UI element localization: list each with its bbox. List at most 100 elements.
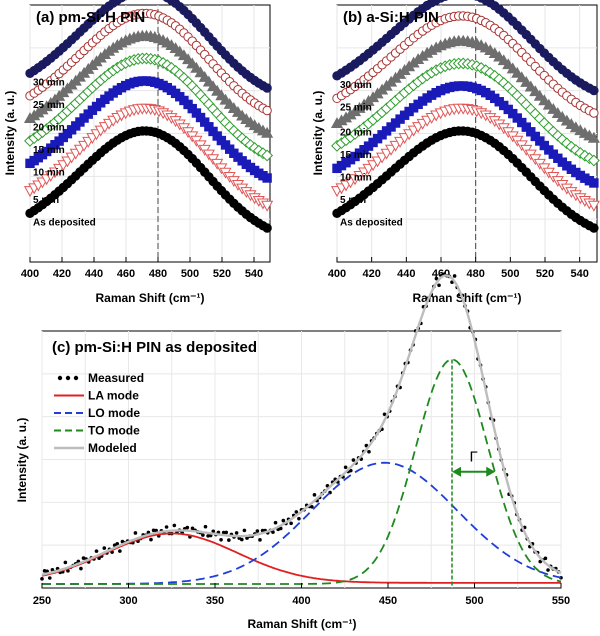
data-point bbox=[589, 108, 599, 118]
x-tick-label: 420 bbox=[53, 268, 71, 280]
data-point bbox=[556, 133, 569, 146]
data-point bbox=[255, 529, 260, 533]
series-as-deposited bbox=[332, 126, 599, 233]
data-point bbox=[164, 525, 169, 529]
panel-a-title: (a) pm-Si:H PIN bbox=[36, 9, 145, 26]
panel-c: Γ (c) pm-Si:H PIN as deposited Measured L… bbox=[15, 272, 570, 631]
data-point bbox=[493, 73, 506, 86]
data-point bbox=[234, 531, 239, 535]
data-point bbox=[190, 526, 195, 531]
series-label: 30 min bbox=[340, 80, 372, 91]
data-point bbox=[546, 568, 550, 572]
legend-item: TO mode bbox=[54, 424, 140, 438]
data-point bbox=[560, 137, 573, 150]
series-label: 20 min bbox=[340, 127, 372, 138]
x-tick-label: 450 bbox=[379, 595, 397, 607]
series-15-min bbox=[24, 52, 274, 162]
panel-b-xlabel: Raman Shift (cm⁻¹) bbox=[412, 291, 521, 305]
data-point bbox=[538, 559, 543, 564]
series-label: 5 min bbox=[340, 195, 366, 206]
series-label: 5 min bbox=[33, 195, 59, 206]
data-point bbox=[221, 530, 226, 535]
data-point bbox=[117, 0, 126, 3]
x-tick-label: 500 bbox=[465, 595, 483, 607]
series-label: As deposited bbox=[33, 217, 96, 228]
panel-c-ticks: 250 300 350 400 450 500 550 bbox=[33, 583, 570, 607]
data-point bbox=[79, 566, 83, 571]
data-point bbox=[589, 85, 599, 96]
data-point bbox=[312, 493, 317, 497]
data-point bbox=[172, 523, 177, 528]
legend-marker bbox=[65, 375, 71, 381]
x-tick-label: 460 bbox=[117, 268, 135, 280]
panel-c-xlabel: Raman Shift (cm⁻¹) bbox=[247, 617, 356, 631]
data-point bbox=[297, 516, 301, 521]
data-point bbox=[133, 531, 138, 535]
x-tick-label: 350 bbox=[206, 595, 224, 607]
x-tick-label: 540 bbox=[570, 268, 588, 280]
series-30-min bbox=[332, 0, 599, 96]
data-point bbox=[118, 549, 122, 553]
x-tick-label: 520 bbox=[536, 268, 554, 280]
data-point bbox=[434, 276, 439, 281]
legend-label: LO mode bbox=[88, 406, 140, 420]
panel-a-ticks: 400 420 440 460 480 500 520 540 bbox=[21, 257, 263, 280]
data-point bbox=[294, 510, 299, 514]
x-tick-label: 400 bbox=[21, 268, 39, 280]
data-point bbox=[325, 483, 330, 488]
data-point bbox=[47, 576, 52, 580]
legend-marker bbox=[57, 375, 63, 381]
data-point bbox=[63, 560, 68, 565]
data-point bbox=[40, 577, 44, 581]
data-point bbox=[201, 533, 205, 537]
series-label: As deposited bbox=[340, 217, 403, 228]
data-point bbox=[115, 542, 120, 546]
data-point bbox=[436, 0, 445, 3]
data-point bbox=[262, 173, 272, 183]
series-label: 15 min bbox=[33, 145, 65, 156]
data-point bbox=[245, 536, 249, 540]
gamma-label: Γ bbox=[470, 449, 478, 466]
data-point bbox=[543, 556, 548, 561]
panel-a-xlabel: Raman Shift (cm⁻¹) bbox=[95, 291, 204, 305]
series-10-min bbox=[25, 76, 272, 183]
series-as-deposited bbox=[25, 126, 272, 233]
legend-item: Modeled bbox=[54, 441, 137, 455]
panel-b-title: (b) a-Si:H PIN bbox=[343, 9, 439, 26]
data-point bbox=[437, 283, 441, 288]
data-point bbox=[271, 530, 275, 534]
data-point bbox=[185, 525, 190, 530]
gamma-arrow-head-right bbox=[486, 466, 496, 477]
data-point bbox=[151, 528, 156, 533]
data-point bbox=[262, 83, 272, 93]
panel-c-title: (c) pm-Si:H PIN as deposited bbox=[52, 339, 257, 356]
data-point bbox=[281, 518, 286, 523]
series-25-min bbox=[25, 8, 272, 116]
legend-item: LA mode bbox=[54, 389, 139, 403]
x-tick-label: 500 bbox=[501, 268, 519, 280]
series-label: 30 min bbox=[33, 77, 65, 88]
series-label: 20 min bbox=[33, 122, 65, 133]
data-point bbox=[343, 465, 348, 470]
x-tick-label: 550 bbox=[552, 595, 570, 607]
series-label: 10 min bbox=[340, 172, 372, 183]
data-point bbox=[224, 530, 229, 535]
data-point bbox=[50, 568, 55, 572]
legend-label: LA mode bbox=[88, 389, 139, 403]
x-tick-label: 540 bbox=[245, 268, 263, 280]
data-point bbox=[587, 131, 600, 143]
panel-c-ylabel: Intensity (a. u.) bbox=[15, 418, 29, 503]
series-label: 10 min bbox=[33, 167, 65, 178]
data-point bbox=[349, 468, 353, 473]
data-point bbox=[587, 200, 600, 212]
data-point bbox=[240, 537, 244, 542]
data-point bbox=[589, 223, 599, 233]
x-tick-label: 480 bbox=[149, 268, 167, 280]
data-point bbox=[227, 538, 231, 542]
series-5-min bbox=[330, 103, 600, 212]
series-25-min bbox=[332, 11, 599, 118]
legend-marker bbox=[73, 375, 79, 381]
data-point bbox=[587, 154, 600, 167]
